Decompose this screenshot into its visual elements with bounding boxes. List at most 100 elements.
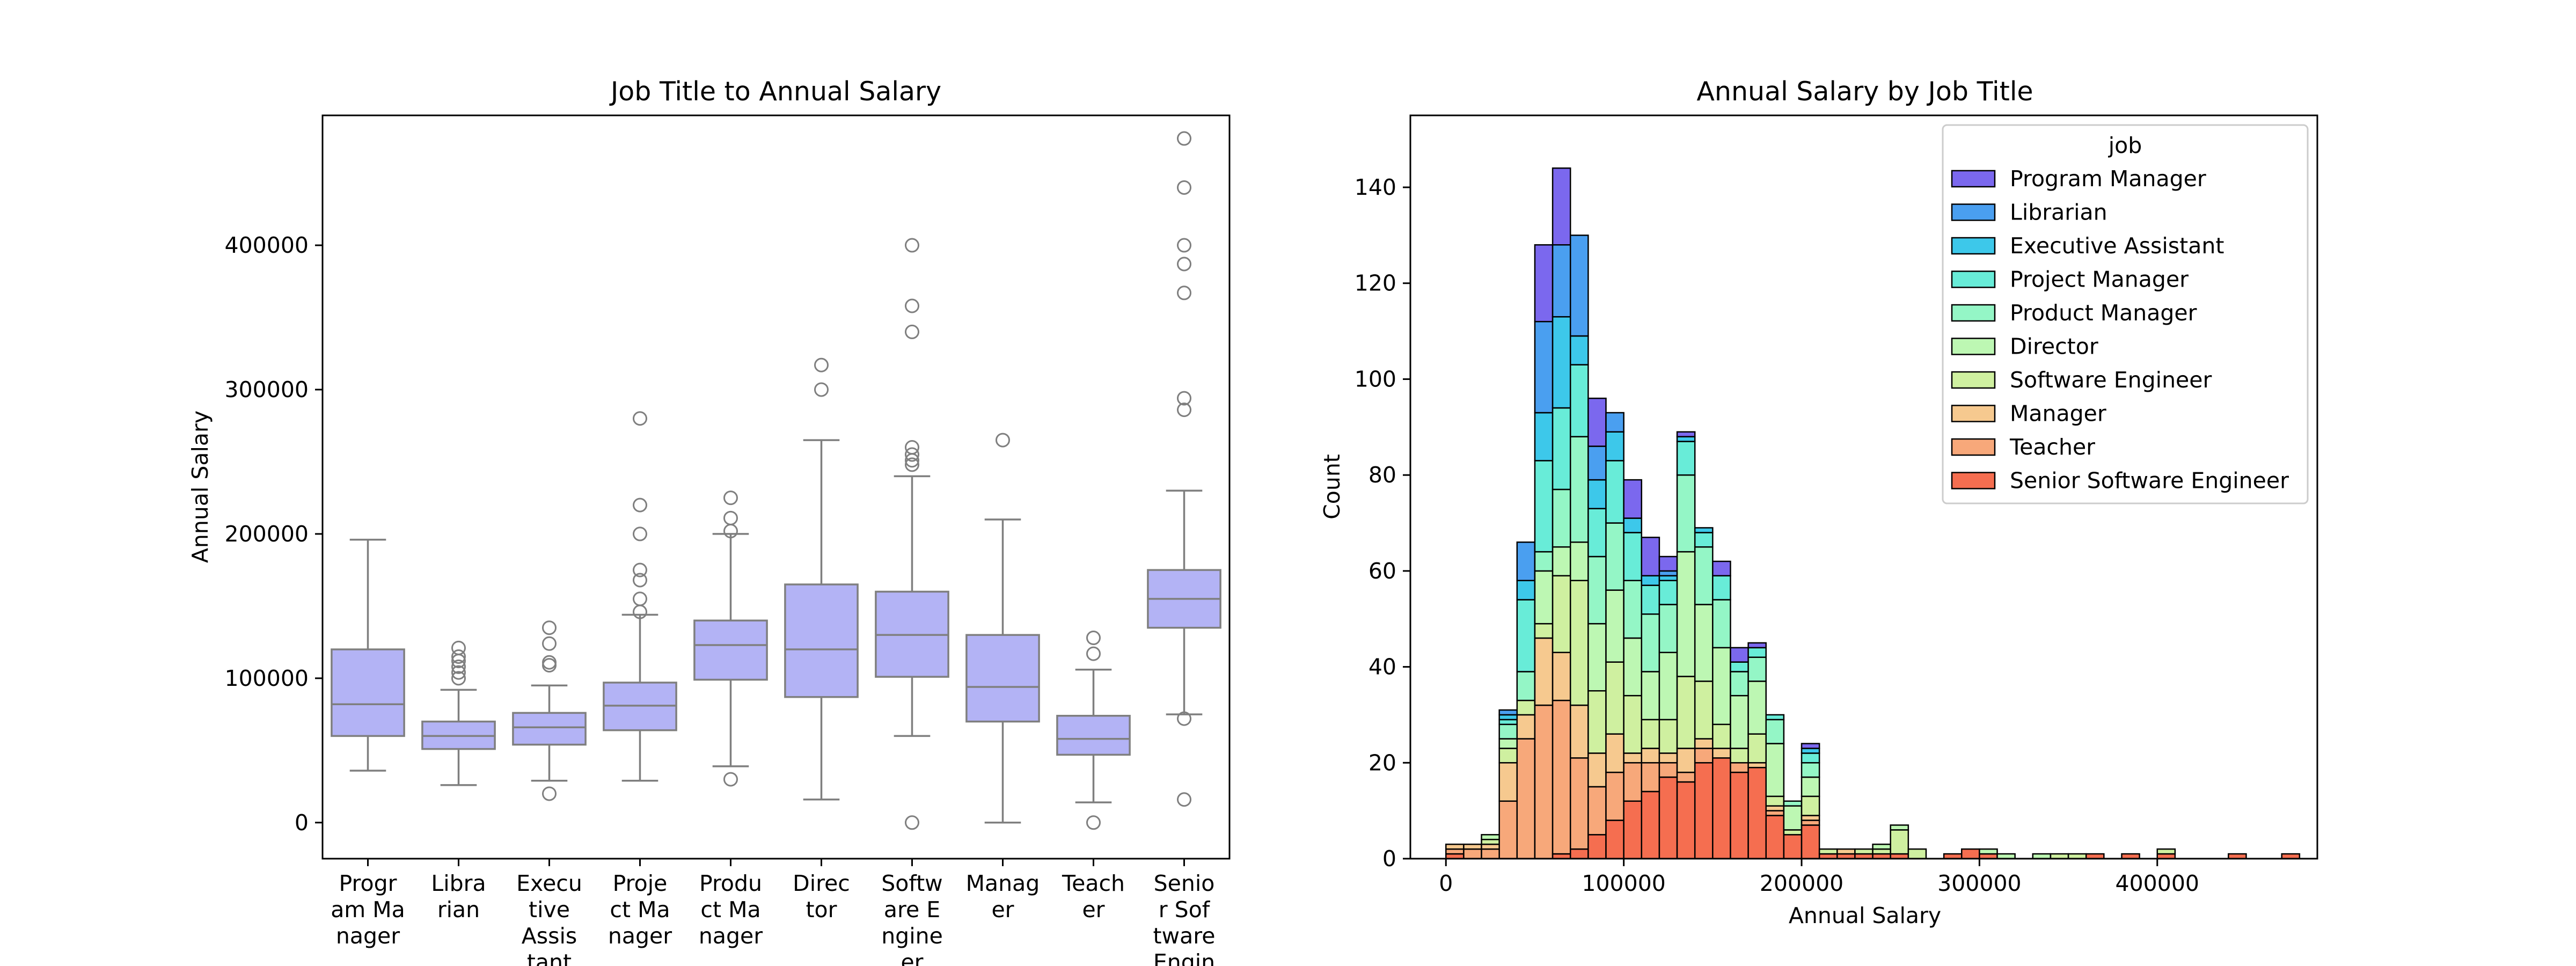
legend-item: Manager <box>1951 401 2106 427</box>
histogram-bar-segment <box>1463 843 1482 850</box>
box-x-tick-label: Proje ct Ma nager <box>608 870 672 949</box>
legend-item: Product Manager <box>1951 300 2197 326</box>
box-y-tick-label: 400000 <box>224 232 309 258</box>
histogram-bar-segment <box>1552 488 1571 548</box>
histogram-bar-segment <box>1516 738 1536 860</box>
histogram-bar-segment <box>1712 748 1731 759</box>
legend-item: Executive Assistant <box>1951 233 2224 259</box>
histogram-bar-segment <box>1516 714 1536 740</box>
histogram-bar-segment <box>1534 570 1554 625</box>
histogram-axes: 0 100000 200000 300000 400000 0 20 40 60 80 100 120… <box>1355 174 2199 896</box>
legend-label: Software Engineer <box>2010 367 2212 393</box>
box-outlier <box>542 636 557 651</box>
histogram-bar-segment <box>1587 623 1607 692</box>
histogram-legend: job Program Manager Librarian Executive As… <box>1942 124 2309 504</box>
histogram-y-tick-label: 120 <box>1355 270 1396 296</box>
histogram-bar-segment <box>1658 604 1678 654</box>
box-outlier <box>1086 646 1101 661</box>
box-x-tick-label-line: tive <box>529 897 570 923</box>
legend-label: Program Manager <box>2010 166 2206 192</box>
box-outlier <box>1177 180 1191 195</box>
legend-title: job <box>2108 133 2142 158</box>
box-outlier <box>633 562 647 577</box>
histogram-bar-segment <box>1676 676 1696 749</box>
box-outlier <box>633 591 647 606</box>
histogram-bar-segment <box>1569 541 1589 581</box>
histogram-bar-segment <box>1534 551 1554 572</box>
histogram-bar-segment <box>1641 671 1660 721</box>
histogram-bar-segment <box>1712 647 1731 726</box>
histogram-bar-segment <box>1765 810 1785 816</box>
box-2 <box>421 640 496 786</box>
histogram-panel: Annual Salary by Job Title Annual Salary… <box>1319 76 2318 928</box>
histogram-bar-segment <box>1765 795 1785 807</box>
histogram-bar-segment <box>1641 584 1660 615</box>
box-outlier <box>451 671 466 686</box>
histogram-bar-segment <box>1623 637 1643 697</box>
box-iqr <box>693 619 768 681</box>
histogram-bar-segment <box>1730 647 1749 663</box>
box-outlier <box>633 526 647 541</box>
histogram-bar-segment <box>1569 364 1589 437</box>
box-outlier <box>996 433 1010 448</box>
box-x-tick-label-line: tant <box>527 949 572 966</box>
histogram-bar-segment <box>1641 575 1660 586</box>
legend-item: Senior Software Engineer <box>1951 468 2289 494</box>
histogram-bar-segment <box>1694 546 1714 605</box>
histogram-bar-segment <box>1445 848 1465 855</box>
legend-item: Director <box>1951 334 2098 360</box>
histogram-bar-segment <box>1445 843 1465 850</box>
histogram-bar-segment <box>1676 441 1696 476</box>
histogram-bar-segment <box>1552 546 1571 577</box>
legend-label: Director <box>2010 334 2098 360</box>
histogram-bar-segment <box>1658 570 1678 577</box>
histogram-bar-segment <box>1854 848 1874 855</box>
histogram-bar-segment <box>1712 723 1731 749</box>
histogram-bar-segment <box>1569 235 1589 337</box>
box-x-tick-label-line: r Sof <box>1159 897 1211 923</box>
box-plot-title: Job Title to Annual Salary <box>609 76 941 107</box>
histogram-title: Annual Salary by Job Title <box>1696 76 2033 107</box>
histogram-bar-segment <box>1730 762 1749 773</box>
box-x-tick-label-line: Assis <box>522 923 577 949</box>
histogram-bar-segment <box>1694 762 1714 860</box>
histogram-bar-segment <box>1623 694 1643 754</box>
histogram-bar-segment <box>1463 848 1482 860</box>
histogram-bar-segment <box>1569 704 1589 759</box>
box-6 <box>784 357 859 801</box>
box-outlier <box>451 649 466 664</box>
box-x-tick-label: Produ ct Ma nager <box>699 870 763 949</box>
histogram-x-tick-label: 100000 <box>1582 870 1666 896</box>
box-iqr <box>965 634 1040 723</box>
box-iqr <box>1056 715 1131 756</box>
histogram-bar-segment <box>1534 704 1554 860</box>
histogram-bar-segment <box>1498 723 1518 740</box>
histogram-bar-segment <box>1801 795 1820 816</box>
histogram-bar-segment <box>1658 555 1678 572</box>
box-y-tick-label: 100000 <box>224 665 309 691</box>
histogram-bar-segment <box>1516 699 1536 716</box>
histogram-bar-segment <box>1694 748 1714 764</box>
legend-item: Librarian <box>1951 200 2107 225</box>
histogram-bar-segment <box>1569 580 1589 706</box>
histogram-bar-segment <box>1587 834 1607 860</box>
histogram-bar-segment <box>1534 637 1554 706</box>
histogram-y-tick-label: 0 <box>1382 846 1396 872</box>
histogram-bar-segment <box>1516 541 1536 581</box>
legend-item: Software Engineer <box>1951 367 2212 393</box>
box-x-tick-label-line: rian <box>437 897 480 923</box>
histogram-bar-segment <box>1623 800 1643 860</box>
histogram-x-tick-label: 400000 <box>2116 870 2200 896</box>
legend-label: Project Manager <box>2010 267 2189 292</box>
box-outlier <box>1177 792 1191 807</box>
histogram-bar-segment <box>1747 647 1767 658</box>
box-outlier <box>814 382 829 397</box>
histogram-bar-segment <box>1498 748 1518 764</box>
box-outlier <box>905 440 919 455</box>
histogram-bar-segment <box>1765 714 1785 721</box>
box-x-tick-label-line: nager <box>608 923 672 949</box>
histogram-bar-segment <box>1587 786 1607 836</box>
box-x-tick-label-line: ct Ma <box>610 897 670 923</box>
